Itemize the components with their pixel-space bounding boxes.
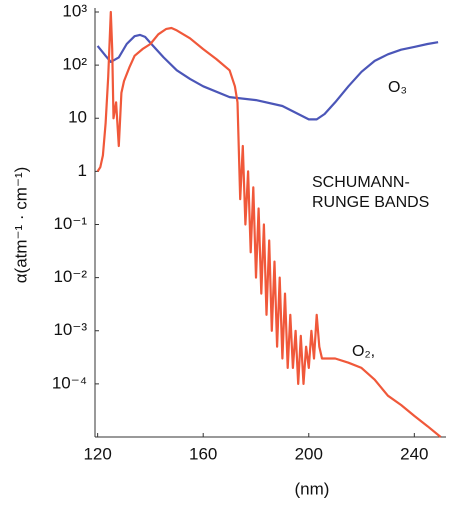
y-tick-label: 10³ [62,1,87,20]
x-tick-label: 160 [189,444,217,463]
y-tick-label: 10⁻¹ [53,214,87,233]
y-tick-label: 10⁻³ [53,320,87,339]
y-tick-label: 10 [68,108,87,127]
annotation: O₃ [388,79,407,96]
y-tick-label: 10² [62,55,87,74]
annotation: RUNGE BANDS [312,194,429,211]
annotation: SCHUMANN- [312,174,410,191]
y-tick-label: 10⁻² [53,267,87,286]
y-tick-label: 1 [78,161,87,180]
line-series [96,10,442,438]
line-series [96,33,439,121]
x-tick-label: 240 [400,444,428,463]
x-tick-label: 120 [83,444,111,463]
x-axis-label: (nm) [295,479,330,498]
annotation: O₂, [352,343,375,360]
x-tick-label: 200 [295,444,323,463]
y-tick-label: 10⁻⁴ [52,373,87,392]
y-axis-label: α(atm⁻¹ · cm⁻¹) [11,167,30,284]
